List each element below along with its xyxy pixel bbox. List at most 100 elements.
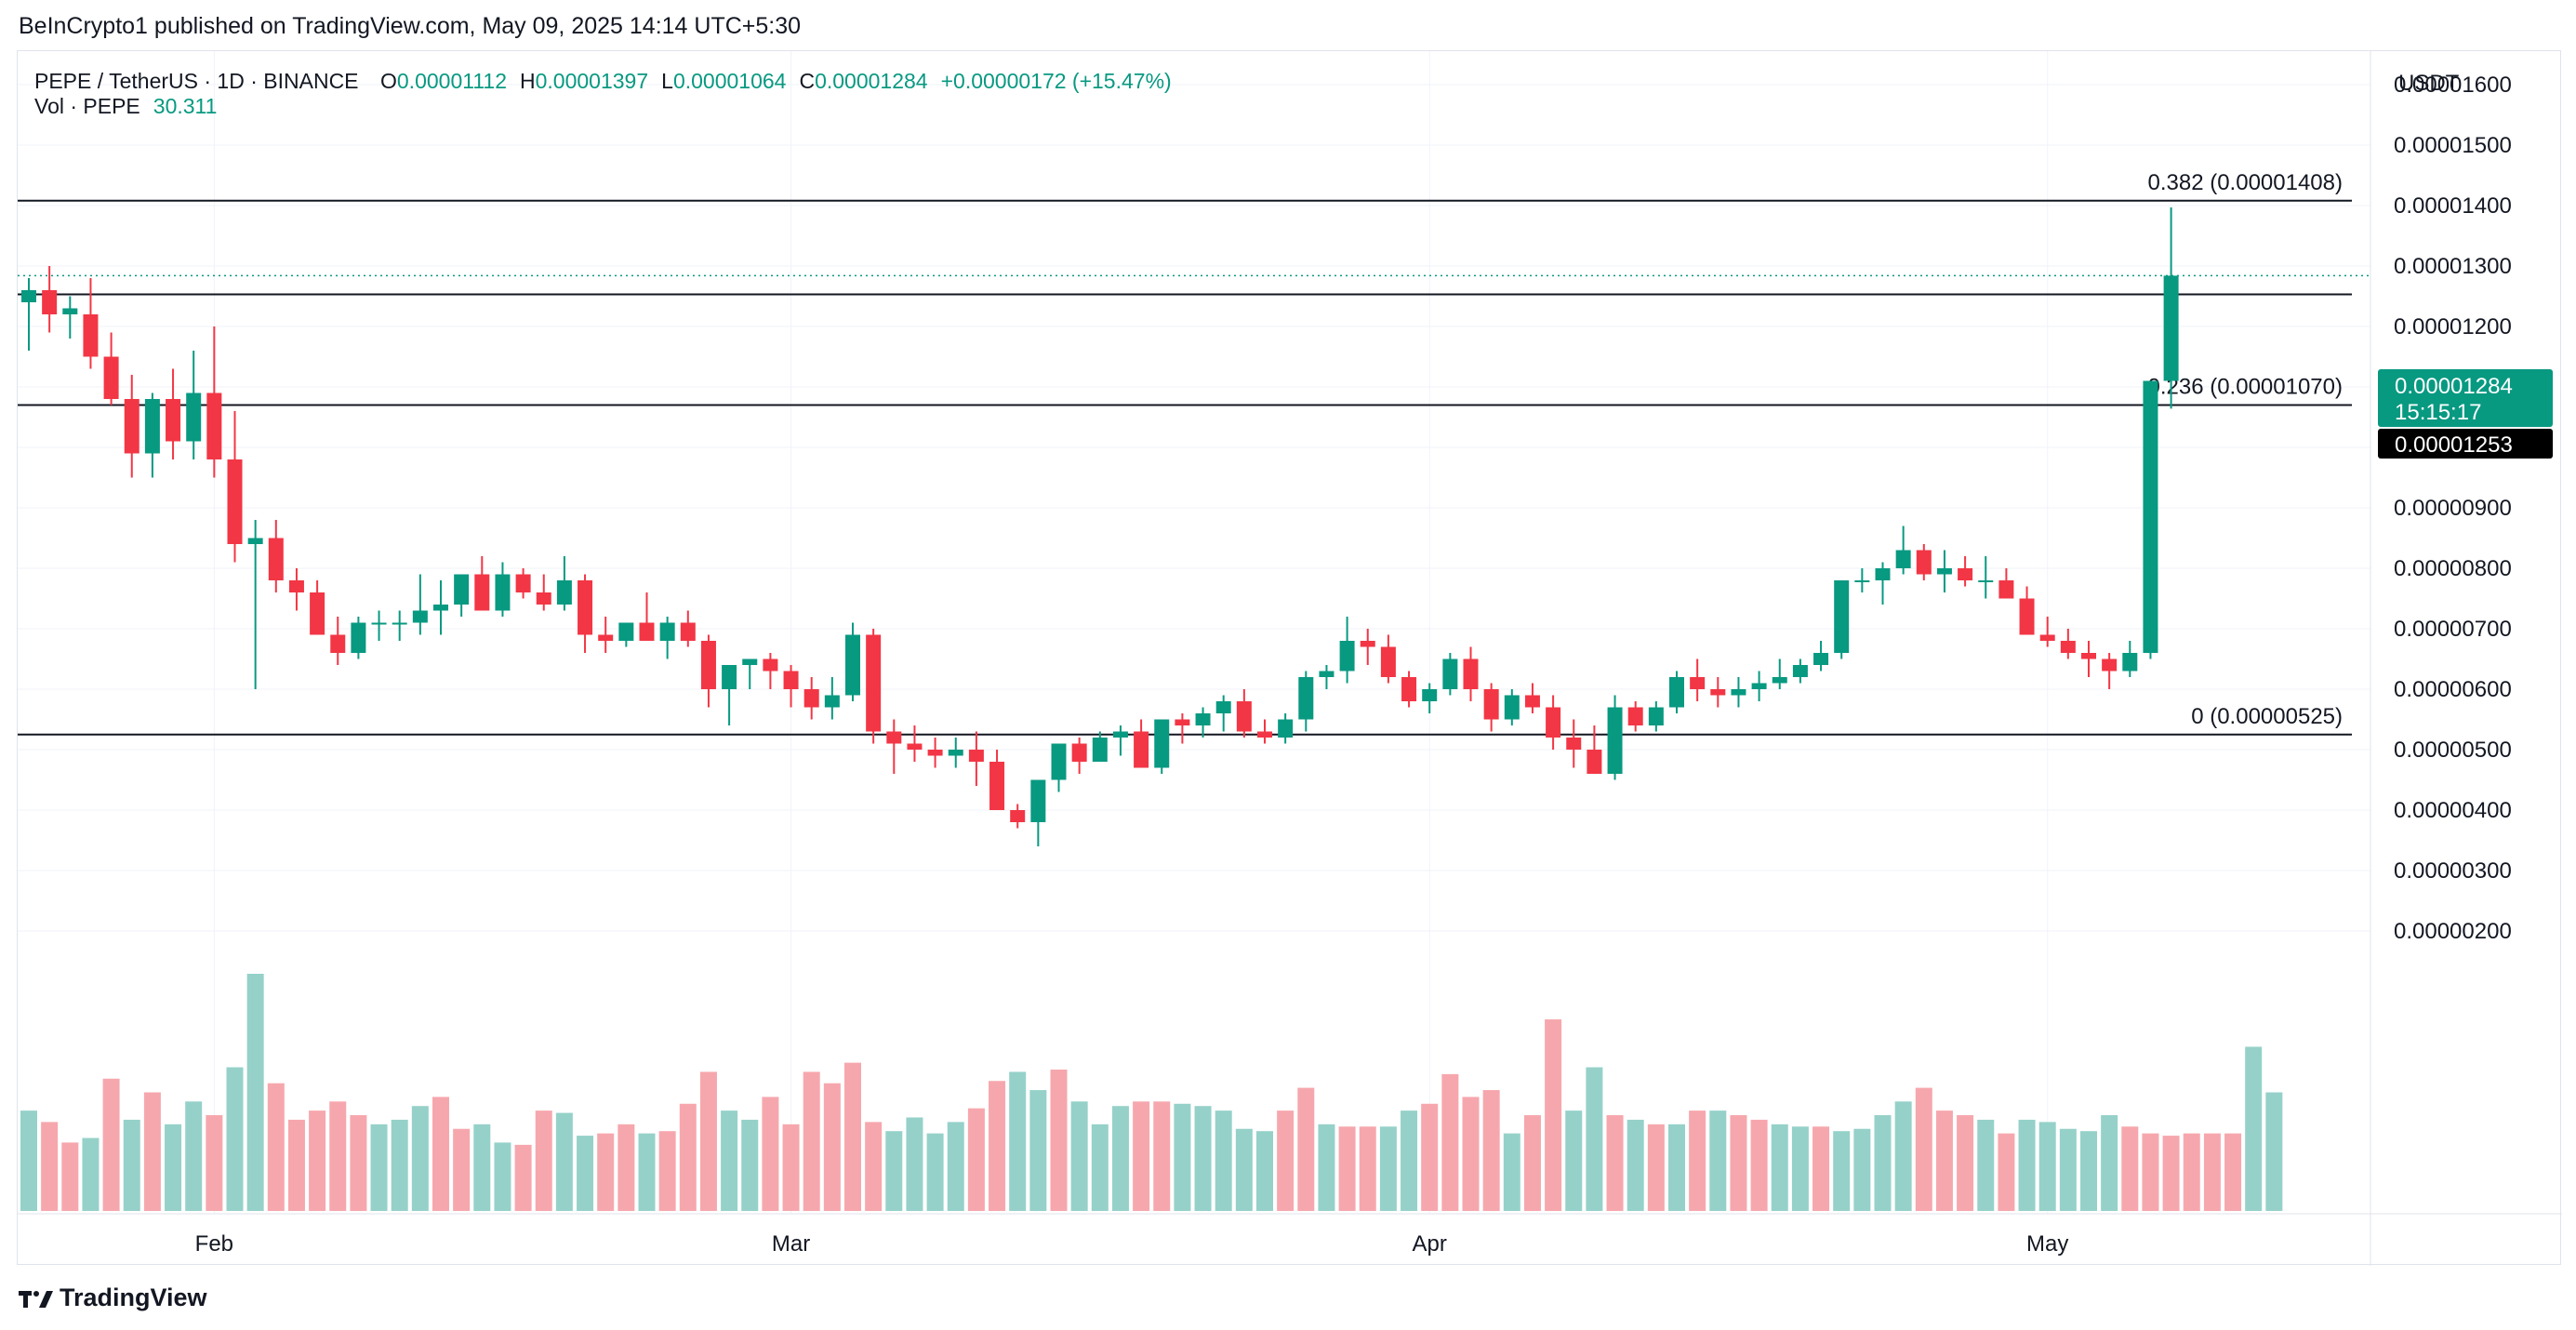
candle[interactable] [288, 568, 304, 611]
candle[interactable] [1751, 671, 1767, 702]
candle[interactable] [1030, 779, 1046, 847]
candle[interactable] [1792, 658, 1808, 684]
legend-symbol[interactable]: PEPE / TetherUS · 1D · BINANCE [34, 69, 359, 93]
candle[interactable] [1380, 634, 1396, 684]
candle[interactable] [351, 617, 366, 659]
candle[interactable] [1958, 556, 1973, 587]
candle[interactable] [42, 266, 58, 333]
candle[interactable] [578, 574, 593, 654]
tradingview-brand[interactable]: TradingView [19, 1283, 207, 1312]
candle[interactable] [1278, 713, 1294, 744]
candle[interactable] [1463, 646, 1479, 702]
candle[interactable] [598, 617, 614, 653]
candle[interactable] [474, 556, 490, 611]
candle[interactable] [1010, 804, 1026, 829]
candle[interactable] [2122, 641, 2138, 677]
candle[interactable] [1360, 629, 1375, 665]
candle[interactable] [1916, 544, 1932, 580]
candle[interactable] [1834, 580, 1850, 659]
candle[interactable] [1195, 707, 1211, 738]
candle[interactable] [392, 610, 407, 642]
candle[interactable] [1875, 562, 1891, 605]
candle[interactable] [783, 665, 799, 708]
candle[interactable] [1442, 653, 1458, 696]
candle[interactable] [21, 278, 36, 351]
candle[interactable] [659, 617, 675, 659]
candle[interactable] [618, 622, 634, 647]
candle[interactable] [2019, 586, 2035, 635]
candle[interactable] [968, 731, 984, 787]
candle[interactable] [866, 629, 882, 744]
candle[interactable] [1422, 683, 1438, 714]
candle[interactable] [1936, 550, 1952, 593]
candle[interactable] [2060, 629, 2076, 659]
candle[interactable] [1298, 671, 1314, 732]
candle[interactable] [1071, 738, 1087, 774]
scale-currency[interactable]: USDT [2398, 71, 2460, 96]
candle[interactable] [680, 610, 696, 647]
candle[interactable] [1648, 701, 1664, 732]
candle[interactable] [1401, 671, 1417, 708]
candle[interactable] [907, 725, 923, 762]
candle[interactable] [1051, 743, 1067, 792]
candle[interactable] [722, 665, 737, 725]
candle[interactable] [824, 677, 840, 720]
candle[interactable] [1154, 719, 1170, 775]
candle[interactable] [1092, 731, 1108, 763]
candle[interactable] [247, 520, 263, 689]
candle[interactable] [1587, 725, 1602, 774]
candle[interactable] [1546, 695, 1561, 751]
candle[interactable] [515, 568, 531, 599]
candle[interactable] [1731, 677, 1746, 708]
candle[interactable] [1710, 677, 1726, 708]
candle[interactable] [495, 562, 511, 618]
candle[interactable] [83, 278, 99, 369]
candle[interactable] [2081, 641, 2096, 677]
candle[interactable] [412, 574, 428, 635]
candle[interactable] [639, 592, 655, 641]
candle[interactable] [268, 520, 284, 592]
candle[interactable] [845, 622, 860, 702]
candle[interactable] [1112, 725, 1128, 756]
candle[interactable] [1319, 665, 1334, 689]
candle[interactable] [1236, 689, 1252, 738]
candle[interactable] [371, 610, 387, 642]
chart-svg[interactable]: 0.5 (0.00001681)0.382 (0.00001408)0.236 … [18, 51, 2562, 1266]
candle[interactable] [536, 574, 551, 611]
candle[interactable] [124, 375, 139, 478]
candle[interactable] [1854, 568, 1870, 592]
candle[interactable] [2039, 617, 2055, 647]
candle[interactable] [1175, 713, 1190, 744]
candle[interactable] [1215, 695, 1231, 732]
candle[interactable] [1504, 689, 1520, 725]
candle[interactable] [1607, 695, 1623, 780]
candle[interactable] [1669, 671, 1684, 714]
candle[interactable] [1978, 556, 1994, 599]
candle[interactable] [1566, 719, 1582, 768]
candle[interactable] [227, 411, 243, 563]
candle[interactable] [2163, 206, 2179, 409]
candle[interactable] [763, 653, 778, 689]
candle[interactable] [1627, 701, 1643, 732]
candle[interactable] [144, 392, 160, 478]
candle[interactable] [1772, 658, 1787, 690]
candle[interactable] [310, 580, 325, 635]
candle[interactable] [1524, 683, 1540, 714]
candle[interactable] [1257, 719, 1272, 744]
candle[interactable] [700, 634, 716, 708]
candle[interactable] [1813, 641, 1829, 672]
candle[interactable] [886, 719, 902, 775]
candle[interactable] [556, 556, 572, 611]
candle[interactable] [206, 326, 222, 478]
candle[interactable] [989, 750, 1005, 810]
candle[interactable] [62, 296, 78, 339]
candle[interactable] [454, 574, 470, 618]
candle[interactable] [927, 738, 943, 768]
candle[interactable] [2102, 653, 2118, 689]
candle[interactable] [1690, 658, 1706, 702]
candle[interactable] [103, 332, 119, 406]
candle[interactable] [1134, 719, 1149, 768]
candle[interactable] [1483, 683, 1499, 732]
candle[interactable] [1895, 525, 1911, 575]
candle[interactable] [186, 351, 202, 459]
